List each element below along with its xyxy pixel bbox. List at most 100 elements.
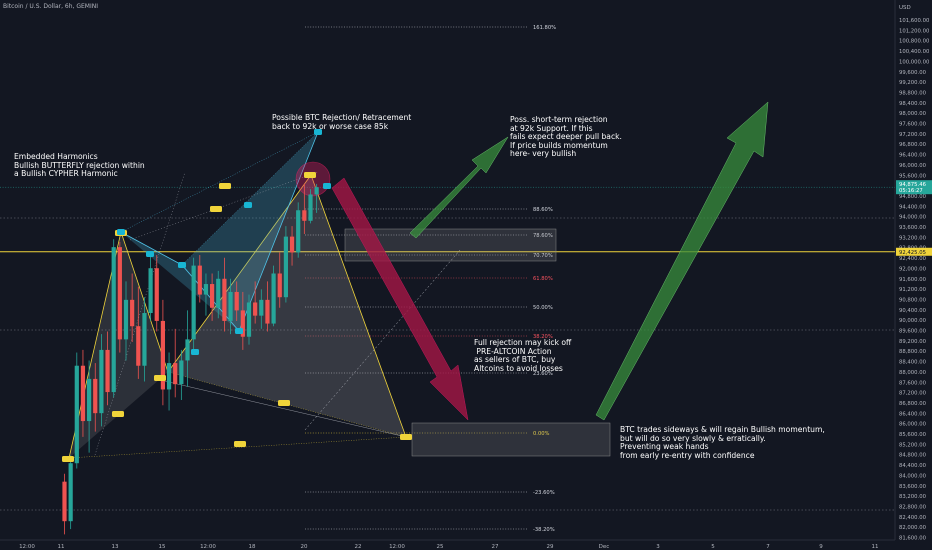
candle-body[interactable] (296, 210, 301, 253)
candle-body[interactable] (154, 268, 159, 321)
guide-line (159, 379, 407, 438)
candle-body[interactable] (228, 291, 233, 321)
price-tick-label: 84,000.00 (899, 473, 927, 479)
short-term-bullish-arrow[interactable] (409, 136, 509, 239)
pattern-point-marker[interactable] (400, 434, 412, 440)
candle-body[interactable] (234, 291, 239, 311)
candle-body[interactable] (222, 278, 227, 321)
candle-body[interactable] (62, 481, 67, 522)
price-tick-label: 86,400.00 (899, 411, 927, 417)
butterfly-bd-line (181, 131, 319, 266)
time-tick-label: 5 (711, 544, 715, 550)
cypher-bcd-triangle (168, 175, 406, 437)
candle-body[interactable] (302, 210, 307, 221)
candle-body[interactable] (136, 326, 141, 366)
candle-body[interactable] (191, 265, 196, 340)
long-term-bullish-arrow[interactable] (595, 101, 769, 421)
price-tick-label: 96,400.00 (899, 153, 927, 159)
candle-body[interactable] (253, 302, 258, 316)
price-tick-label: 88,800.00 (899, 349, 927, 355)
candle-body[interactable] (179, 360, 184, 385)
candle-body[interactable] (216, 278, 221, 308)
pattern-point-marker[interactable] (219, 183, 231, 189)
candle-body[interactable] (210, 284, 215, 308)
candle-body[interactable] (160, 320, 165, 390)
embedded-harmonics-note: Embedded Harmonics Bullish BUTTERFLY rej… (14, 152, 145, 179)
price-tick-label: 98,000.00 (899, 111, 927, 117)
pattern-point-marker[interactable] (154, 375, 166, 381)
butterfly-xd-line (120, 131, 319, 233)
bearish-arrow[interactable] (331, 177, 469, 421)
pattern-point-marker[interactable] (235, 328, 243, 334)
full-rejection-note: Full rejection may kick off PRE-ALTCOIN … (474, 338, 572, 373)
candle-body[interactable] (271, 273, 276, 324)
candle-body[interactable] (148, 268, 153, 314)
candle-body[interactable] (130, 299, 135, 327)
pattern-point-marker[interactable] (278, 400, 290, 406)
candle-body[interactable] (123, 299, 129, 340)
price-tick-label: 99,600.00 (899, 70, 927, 76)
time-tick-label: 11 (872, 544, 879, 550)
candle-body[interactable] (105, 349, 110, 393)
pattern-point-marker[interactable] (304, 172, 316, 178)
candle-body[interactable] (203, 284, 209, 295)
pattern-point-marker[interactable] (314, 129, 322, 135)
candle-body[interactable] (68, 463, 73, 522)
candle-body[interactable] (308, 194, 313, 221)
pattern-point-marker[interactable] (62, 456, 74, 462)
time-tick-label: 3 (656, 544, 660, 550)
candle-body[interactable] (289, 236, 295, 253)
zone-85k-box[interactable] (411, 422, 611, 457)
time-tick-label: 13 (112, 544, 119, 550)
pattern-point-marker[interactable] (191, 349, 199, 355)
candle-body[interactable] (197, 265, 202, 295)
price-tick-label: 90,800.00 (899, 297, 927, 303)
time-tick-label: 7 (766, 544, 770, 550)
price-tick-label: 82,400.00 (899, 515, 927, 521)
price-tick-label: 86,800.00 (899, 401, 927, 407)
candle-body[interactable] (142, 313, 147, 366)
candle-body[interactable] (80, 365, 86, 422)
candle-body[interactable] (259, 299, 264, 316)
pattern-point-marker[interactable] (146, 251, 154, 257)
candle-body[interactable] (93, 378, 98, 414)
pattern-point-marker[interactable] (210, 206, 222, 212)
candle-body[interactable] (185, 339, 190, 361)
candle-body[interactable] (111, 247, 116, 393)
candle-body[interactable] (240, 310, 245, 337)
candle-body[interactable] (99, 349, 104, 414)
time-tick-label: 12:00 (200, 544, 216, 550)
pattern-point-marker[interactable] (323, 183, 331, 189)
candle-body[interactable] (173, 363, 178, 385)
fib-level-label: 161.80% (533, 25, 556, 31)
time-tick-label: 20 (301, 544, 308, 550)
symbol-header: Bitcoin / U.S. Dollar, 6h, GEMINI (3, 3, 98, 10)
price-tick-label: 94,400.00 (899, 204, 927, 210)
price-tick-label: 86,000.00 (899, 422, 927, 428)
rejection-zone-circle[interactable] (295, 161, 331, 197)
fib-level-label: 0.00% (533, 431, 550, 437)
price-tick-label: 96,000.00 (899, 163, 927, 169)
price-tick-label: 82,000.00 (899, 525, 927, 531)
candle-body[interactable] (117, 247, 122, 340)
candle-body[interactable] (74, 365, 79, 464)
candle-body[interactable] (265, 299, 270, 324)
price-tick-label: 101,600.00 (899, 18, 930, 24)
pattern-point-marker[interactable] (112, 411, 124, 417)
pattern-point-marker[interactable] (117, 229, 125, 235)
candle-body[interactable] (283, 236, 288, 298)
candle-body[interactable] (277, 273, 282, 298)
pattern-point-marker[interactable] (244, 202, 252, 208)
price-tick-label: 95,600.00 (899, 173, 927, 179)
candle-body[interactable] (314, 187, 319, 195)
sideways-note: BTC trades sideways & will regain Bullis… (620, 425, 825, 460)
pattern-point-marker[interactable] (178, 262, 186, 268)
price-tick-label: 84,800.00 (899, 453, 927, 459)
pattern-point-marker[interactable] (234, 441, 246, 447)
candle-body[interactable] (166, 363, 172, 390)
candle-body[interactable] (87, 378, 92, 422)
time-tick-label: 12:00 (19, 544, 35, 550)
candle-body[interactable] (246, 302, 252, 337)
price-tick-label: 99,200.00 (899, 80, 927, 86)
